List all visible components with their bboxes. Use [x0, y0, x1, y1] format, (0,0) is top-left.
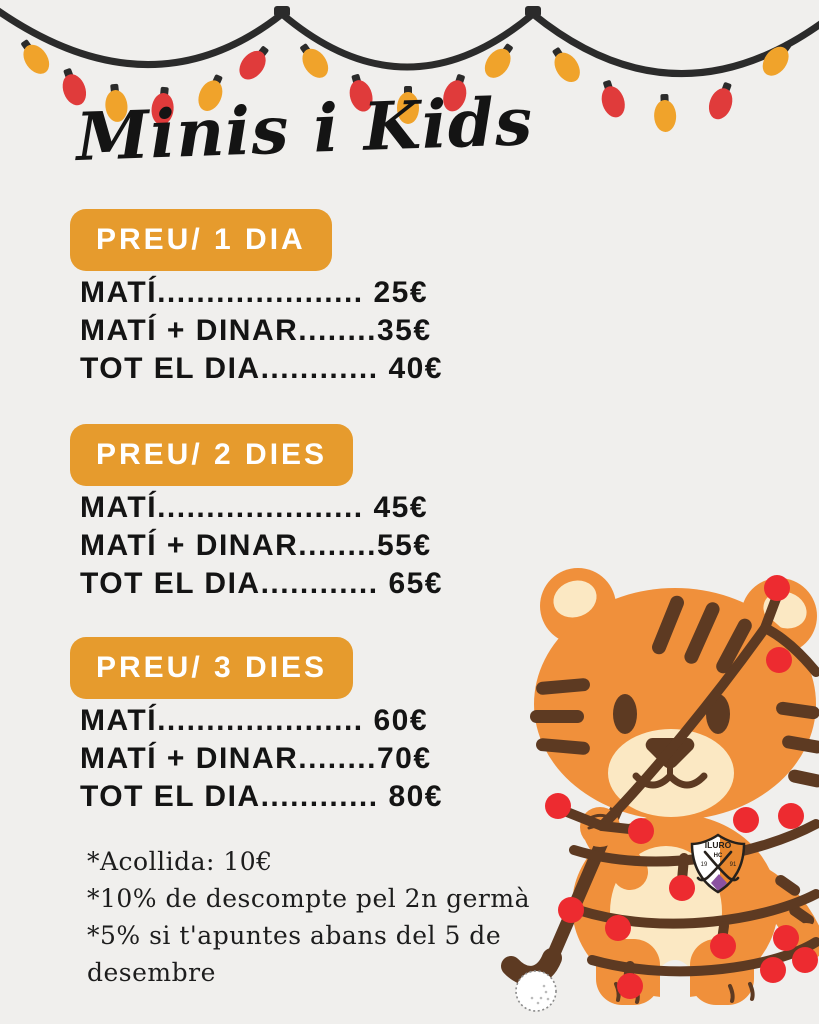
page-title: Minis i Kids [74, 82, 535, 176]
crest-club-initials: HC [714, 853, 723, 859]
price-list-2-dies: MATÍ..................... 45€ MATÍ + DIN… [80, 489, 443, 603]
light-bulb-icon [105, 83, 128, 122]
price-row: MATÍ..................... 45€ [80, 489, 443, 527]
light-bulb-icon [300, 43, 329, 78]
price-label: MATÍ [80, 491, 158, 524]
footnote-line: desembre [87, 958, 216, 987]
price-value: 40€ [388, 352, 443, 385]
price-label: MATÍ + DINAR [80, 314, 299, 347]
price-value: 35€ [376, 314, 432, 347]
price-leader: ..................... [157, 704, 374, 737]
footnote-line: *5% si t'apuntes abans del 5 de [87, 921, 502, 950]
crest-club-name: ILURO [705, 840, 732, 850]
tiger-mascot-illustration: ILURO HC 19 91 [501, 568, 819, 1012]
light-bulb-icon [762, 41, 792, 76]
price-label: MATÍ + DINAR [80, 529, 299, 562]
footnote-line: *10% de descompte pel 2n germà [87, 884, 530, 913]
price-label: MATÍ + DINAR [80, 742, 299, 775]
price-value: 80€ [388, 780, 443, 813]
price-value: 25€ [373, 276, 429, 309]
price-row: MATÍ + DINAR........70€ [80, 740, 443, 778]
light-bulb-icon [654, 93, 677, 132]
price-label: MATÍ [80, 704, 158, 737]
price-value: 70€ [376, 742, 432, 775]
light-bulb-icon [62, 68, 87, 106]
iluro-crest: ILURO HC 19 91 [690, 833, 746, 894]
tiger-stripes [530, 595, 819, 788]
price-row: TOT EL DIA............ 80€ [80, 778, 443, 816]
claw-mark [728, 984, 735, 1003]
price-label: TOT EL DIA [80, 567, 261, 600]
christmas-lights-garland [0, 6, 819, 132]
claw-mark [748, 982, 755, 1001]
crest-year-right: 91 [730, 862, 737, 868]
price-row: MATÍ + DINAR........55€ [80, 527, 443, 565]
price-row: TOT EL DIA............ 65€ [80, 565, 443, 603]
light-bulb-icon [601, 80, 625, 118]
tiger-eye [613, 694, 637, 734]
price-leader: ..................... [157, 491, 374, 524]
bauble-icon [545, 575, 818, 999]
price-label: TOT EL DIA [80, 780, 261, 813]
price-list-3-dies: MATÍ..................... 60€ MATÍ + DIN… [80, 702, 443, 816]
price-leader: ............ [260, 567, 389, 600]
price-value: 65€ [388, 567, 443, 600]
claw-mark [614, 982, 621, 1002]
light-bulb-icon [443, 74, 467, 112]
arm-stripes [775, 875, 815, 926]
golf-ball [515, 970, 557, 1012]
footnote-line: *Acollida: 10€ [87, 847, 273, 876]
price-value: 60€ [373, 704, 429, 737]
price-section-badge-3-dies: PREU/ 3 DIES [70, 637, 354, 699]
price-leader: ............ [260, 780, 389, 813]
light-bulb-icon [397, 86, 419, 124]
light-bulb-icon [708, 82, 733, 120]
price-leader: ........ [298, 529, 377, 562]
price-list-1-dia: MATÍ..................... 25€ MATÍ + DIN… [80, 274, 443, 388]
price-row: TOT EL DIA............ 40€ [80, 350, 443, 388]
price-leader: ..................... [157, 276, 374, 309]
light-bulb-icon [21, 39, 50, 74]
light-bulb-icon [151, 86, 174, 125]
garland-string [0, 7, 819, 78]
light-bulb-icon [484, 43, 513, 78]
price-leader: ............ [260, 352, 389, 385]
garland-hook [525, 6, 541, 17]
price-leader: ........ [298, 314, 377, 347]
price-row: MATÍ..................... 25€ [80, 274, 443, 312]
light-bulb-icon [552, 47, 580, 83]
light-bulb-icon [239, 46, 269, 80]
price-value: 55€ [376, 529, 432, 562]
light-bulb-icon [349, 74, 373, 112]
price-row: MATÍ + DINAR........35€ [80, 312, 443, 350]
price-section-badge-1-dia: PREU/ 1 DIA [70, 209, 332, 271]
price-section-badge-2-dies: PREU/ 2 DIES [70, 424, 354, 486]
footnotes: *Acollida: 10€ *10% de descompte pel 2n … [87, 843, 530, 991]
crest-year-left: 19 [701, 862, 708, 868]
garland-hook [274, 6, 290, 17]
crossed-hockey-sticks-icon [696, 850, 740, 882]
price-leader: ........ [298, 742, 377, 775]
price-label: MATÍ [80, 276, 158, 309]
price-value: 45€ [373, 491, 429, 524]
price-row: MATÍ..................... 60€ [80, 702, 443, 740]
price-label: TOT EL DIA [80, 352, 261, 385]
light-bulb-icon [198, 74, 223, 111]
